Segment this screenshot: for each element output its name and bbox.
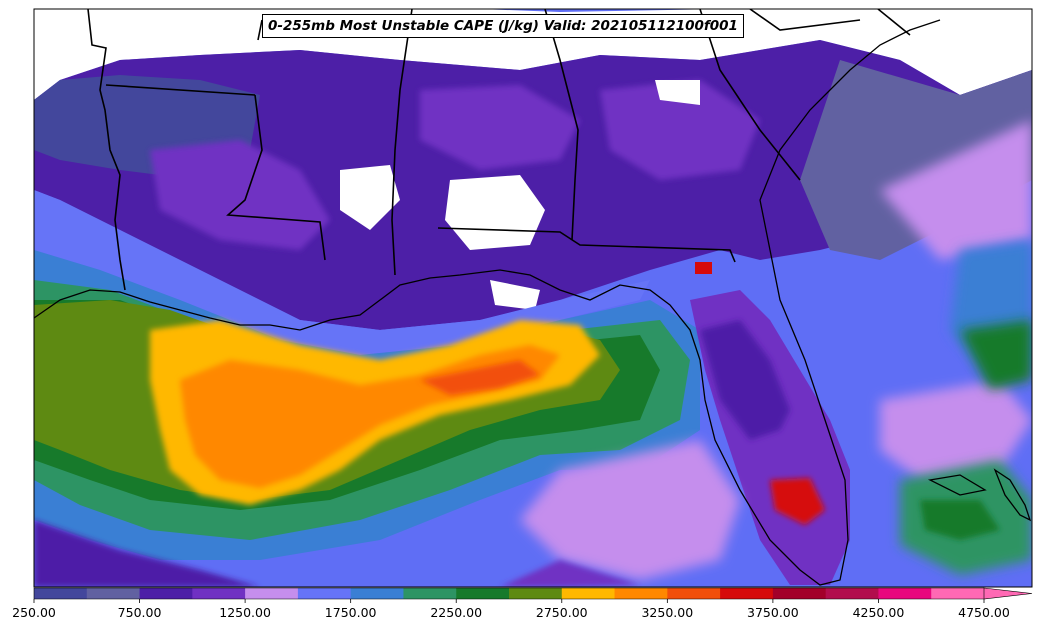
border-arkansas-south xyxy=(105,84,256,96)
colorbar-bin xyxy=(720,588,774,599)
no-cape-hole-3 xyxy=(490,280,540,310)
cape-darkgreen-caribbean xyxy=(920,500,1000,540)
border-alabama-georgia xyxy=(544,9,579,241)
colorbar-bin xyxy=(139,588,193,599)
colorbar-bin xyxy=(192,588,246,599)
border-georgia-carolina xyxy=(699,9,801,181)
colorbar-tick-label: 2750.00 xyxy=(535,605,588,620)
cape-patch-lavender-atlantic xyxy=(880,120,1032,260)
bahamas-island xyxy=(927,474,987,496)
coastlines xyxy=(34,19,1032,586)
border-tennessee xyxy=(749,9,861,31)
colorbar-bin xyxy=(86,588,141,599)
colorbar-tick-label: 1750.00 xyxy=(324,605,377,620)
colorbar-tick-label: 4250.00 xyxy=(852,605,905,620)
cape-lavender-bahamas xyxy=(880,380,1032,480)
border-texas-east xyxy=(87,9,126,291)
border-nc-sc xyxy=(877,9,911,36)
colorbar-bin xyxy=(825,588,879,599)
border-florida-north xyxy=(437,227,736,263)
cape-lavender-south xyxy=(520,440,740,580)
colorbar xyxy=(33,587,1033,603)
cape-florida-red xyxy=(770,478,825,525)
colorbar-bin xyxy=(931,588,985,599)
cape-green-atlantic xyxy=(960,320,1032,390)
colorbar-tick-label: 4750.00 xyxy=(958,605,1010,620)
map-frame xyxy=(33,8,1033,588)
colorbar-bin xyxy=(403,588,457,599)
cape-coastal-blue xyxy=(34,190,650,355)
colorbar-bin xyxy=(667,588,721,599)
colorbar-extend-arrow xyxy=(983,587,1033,600)
cape-patch-purple-3 xyxy=(600,80,760,180)
colorbar-tick-label: 250.00 xyxy=(12,605,56,620)
no-cape-hole-1 xyxy=(340,165,400,230)
cape-patch-purple-2 xyxy=(420,85,580,170)
no-cape-hole-4 xyxy=(655,80,700,105)
cape-shading xyxy=(34,9,1032,587)
colorbar-bin xyxy=(245,588,299,599)
map-title: 0-255mb Most Unstable CAPE (J/kg) Valid:… xyxy=(262,14,744,38)
cape-patch-purple-1 xyxy=(150,140,330,250)
border-louisiana-mississippi xyxy=(226,94,326,261)
cape-band-indigo xyxy=(34,40,1032,330)
cape-bottom-purple xyxy=(500,560,640,587)
cape-florida-red-spot xyxy=(695,262,712,274)
cape-florida-indigo xyxy=(700,320,790,440)
colorbar-bin xyxy=(34,588,88,599)
colorbar-tick-label: 1250.00 xyxy=(219,605,271,620)
colorbar-bin xyxy=(772,588,827,599)
gulf-atlantic-coastline xyxy=(34,19,941,586)
caribbean-island xyxy=(993,468,1032,522)
colorbar-bin xyxy=(297,588,352,599)
border-mississippi-alabama xyxy=(391,9,413,276)
colorbar-bin xyxy=(878,588,932,599)
colorbar-tick-label: 3250.00 xyxy=(641,605,694,620)
state-borders xyxy=(87,9,911,291)
colorbar-bin xyxy=(614,588,668,599)
colorbar-bin xyxy=(509,588,563,599)
colorbar-tick-label: 2250.00 xyxy=(430,605,483,620)
cape-max-redorange xyxy=(420,360,540,395)
cape-bottom-left-indigo xyxy=(34,520,260,587)
colorbar-bin xyxy=(350,588,404,599)
colorbar-outline xyxy=(33,587,984,600)
colorbar-tick-label: 750.00 xyxy=(117,605,162,620)
colorbar-tick-label: 3750.00 xyxy=(747,605,799,620)
colorbar-bin xyxy=(561,588,616,599)
border-ark-tx xyxy=(257,19,263,41)
colorbar-bin xyxy=(456,588,510,599)
